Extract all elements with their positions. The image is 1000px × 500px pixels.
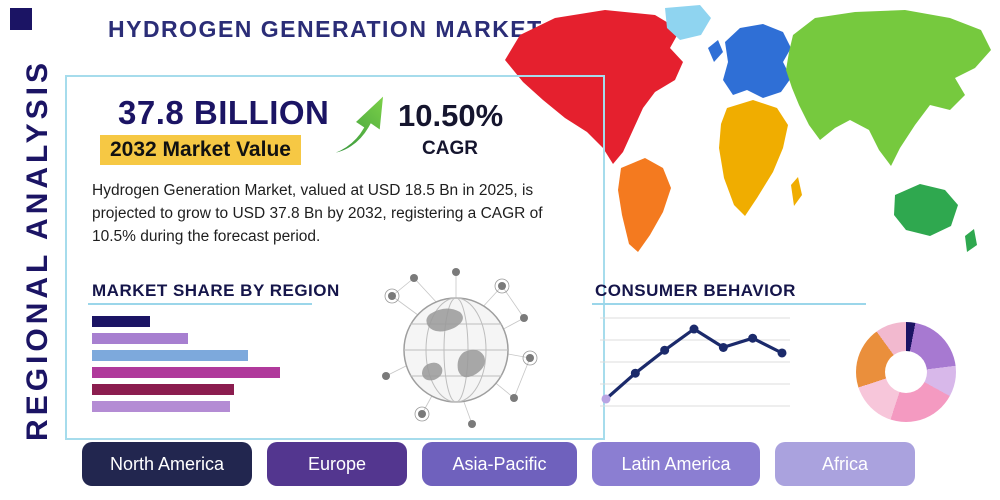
market-description: Hydrogen Generation Market, valued at US… — [92, 182, 543, 245]
market-share-heading: MARKET SHARE BY REGION — [92, 281, 340, 300]
market-value: 37.8 BILLION — [118, 94, 330, 131]
stats-panel — [65, 75, 605, 440]
globe-network-icon — [382, 268, 538, 428]
corner-accent — [10, 8, 32, 30]
side-title: REGIONAL ANALYSIS — [21, 59, 54, 441]
growth-arrow-icon — [323, 90, 386, 156]
map-europe — [723, 24, 791, 98]
region-button-latin-america[interactable]: Latin America — [592, 442, 760, 486]
map-australia — [894, 184, 958, 236]
region-button-europe[interactable]: Europe — [267, 442, 407, 486]
map-africa — [719, 100, 788, 216]
map-new-zealand — [965, 229, 977, 252]
map-north-america — [505, 10, 683, 164]
map-japan — [961, 48, 974, 70]
region-buttons: North America Europe Asia-Pacific Latin Ame… — [82, 442, 915, 486]
market-share-underline — [88, 303, 312, 305]
map-madagascar — [791, 177, 802, 206]
cagr-value: 10.50% — [398, 98, 504, 133]
bar-2 — [92, 333, 188, 344]
map-greenland — [665, 5, 711, 40]
bar-chart — [92, 316, 280, 412]
map-uk — [708, 40, 723, 62]
consumer-behavior-underline — [592, 303, 866, 305]
world-map — [505, 5, 991, 252]
bar-3 — [92, 350, 248, 361]
page-title: HYDROGEN GENERATION MARKET — [108, 16, 543, 42]
bar-6 — [92, 401, 230, 412]
region-button-north-america[interactable]: North America — [82, 442, 252, 486]
region-button-asia-pacific[interactable]: Asia-Pacific — [422, 442, 577, 486]
bar-4 — [92, 367, 280, 378]
region-button-africa[interactable]: Africa — [775, 442, 915, 486]
bar-5 — [92, 384, 234, 395]
map-south-america — [618, 158, 671, 252]
market-value-label: 2032 Market Value — [100, 135, 301, 165]
line-chart — [600, 317, 790, 407]
map-asia — [786, 10, 991, 166]
line-chart-series — [601, 324, 787, 404]
side-title-wrap: REGIONAL ANALYSIS — [6, 0, 70, 500]
line-chart-grid — [600, 317, 790, 407]
consumer-behavior-heading: CONSUMER BEHAVIOR — [595, 281, 796, 300]
bar-1 — [92, 316, 150, 327]
cagr-label: CAGR — [422, 138, 478, 159]
donut-chart — [856, 322, 956, 422]
